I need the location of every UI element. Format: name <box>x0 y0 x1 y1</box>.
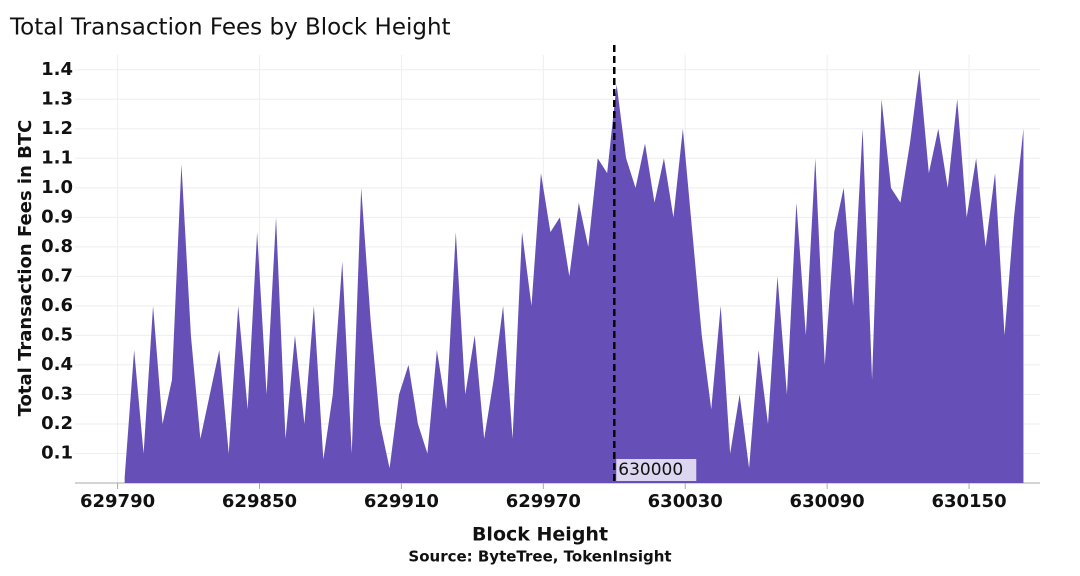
annotation-box <box>616 459 697 481</box>
x-tick-label: 630030 <box>648 491 723 512</box>
y-tick-label: 1.4 <box>41 59 73 80</box>
x-tick-label: 629910 <box>364 491 439 512</box>
annotation-label: 630000 <box>618 460 683 480</box>
y-tick-label: 0.1 <box>41 442 73 463</box>
y-axis-label: Total Transaction Fees in BTC <box>15 120 36 417</box>
y-tick-label: 0.2 <box>41 413 73 434</box>
y-tick-label: 0.3 <box>41 383 73 404</box>
y-tick-label: 0.9 <box>41 206 73 227</box>
y-tick-label: 0.8 <box>41 236 73 257</box>
y-tick-label: 1.3 <box>41 88 73 109</box>
x-tick-label: 630090 <box>790 491 865 512</box>
y-tick-label: 1.1 <box>41 147 73 168</box>
x-tick-label: 629790 <box>80 491 155 512</box>
source: Source: ByteTree, TokenInsight <box>408 548 671 566</box>
y-tick-label: 0.4 <box>41 354 73 375</box>
y-tick-label: 1.0 <box>41 177 73 198</box>
y-tick-label: 1.2 <box>41 118 73 139</box>
x-axis-label: Block Height <box>472 524 608 546</box>
y-tick-label: 0.7 <box>41 265 73 286</box>
y-tick-label: 0.5 <box>41 324 73 345</box>
area <box>124 69 1024 484</box>
y-tick-label: 0.6 <box>41 295 73 316</box>
x-tick-label: 629850 <box>222 491 297 512</box>
x-tick-label: 630150 <box>931 491 1006 512</box>
chart-title: Total Transaction Fees by Block Height <box>9 15 451 41</box>
x-tick-label: 629970 <box>506 491 581 512</box>
